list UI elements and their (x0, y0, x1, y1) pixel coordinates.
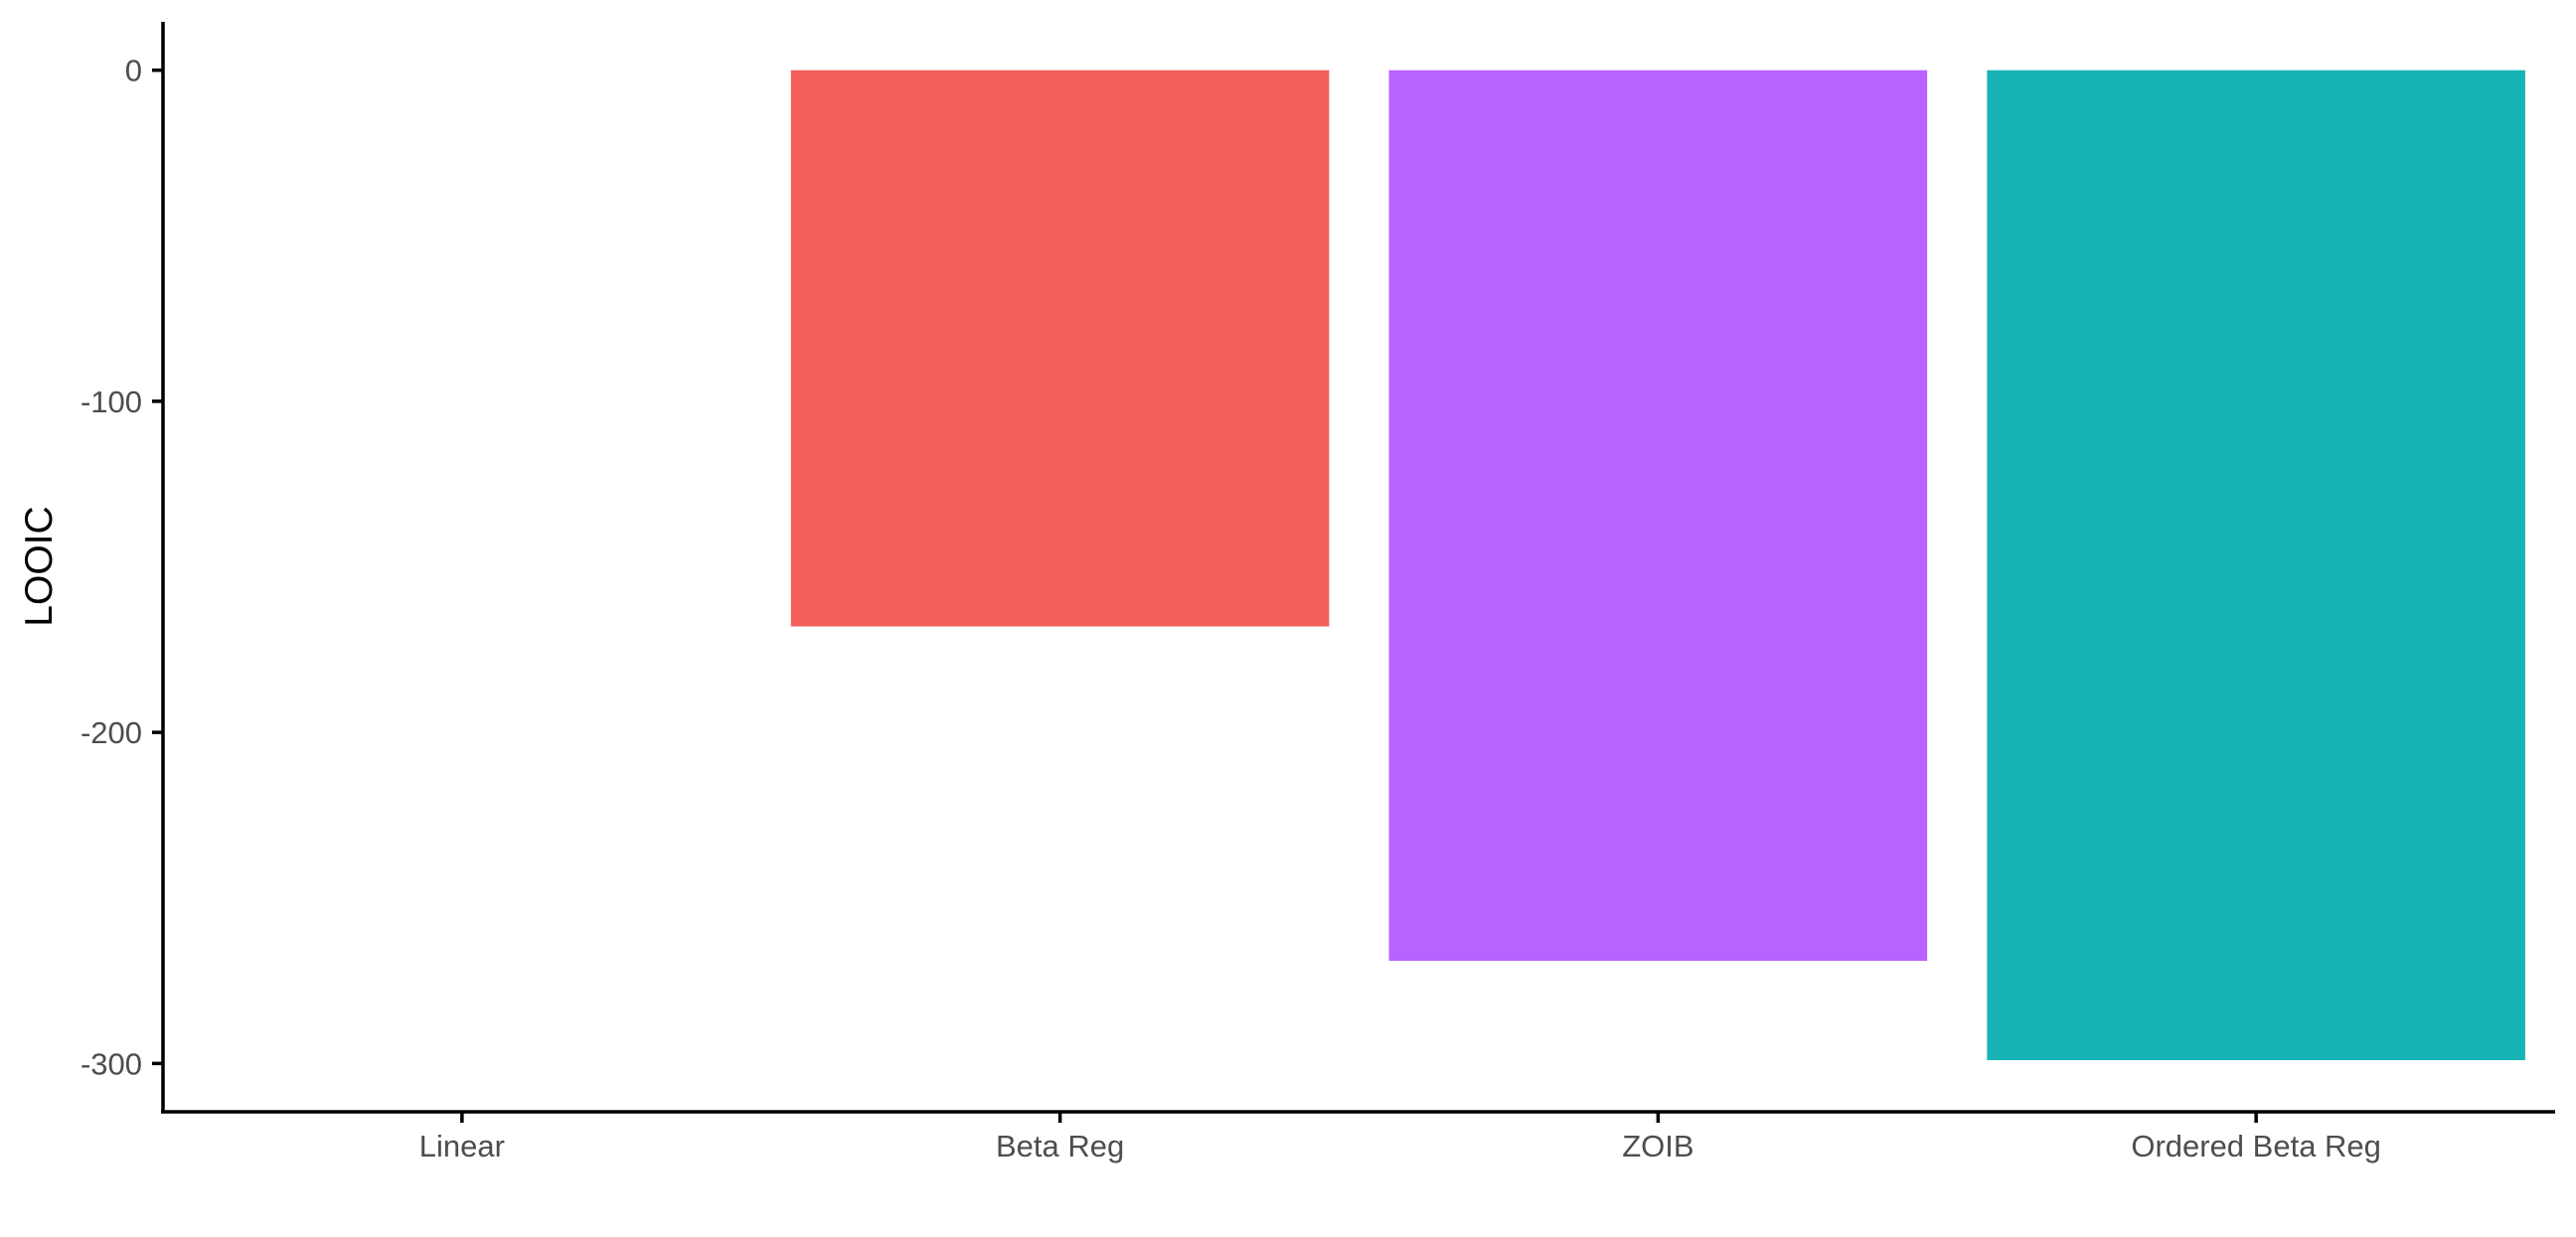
bars-group (790, 70, 2525, 1061)
x-axis-ticks: Linear Beta Reg ZOIB Ordered Beta Reg (419, 1112, 2381, 1163)
x-tick-label: ZOIB (1622, 1129, 1693, 1163)
bar-beta-reg (790, 70, 1330, 627)
x-tick-label: Linear (419, 1129, 505, 1163)
y-tick-label: -200 (80, 715, 142, 750)
x-tick-label: Ordered Beta Reg (2131, 1129, 2381, 1163)
y-tick-label: -100 (80, 385, 142, 419)
bar-zoib (1388, 70, 1928, 962)
y-tick-label: 0 (125, 54, 142, 88)
x-tick-label: Beta Reg (996, 1129, 1124, 1163)
bar-ordered-beta-reg (1987, 70, 2525, 1061)
y-tick-label: -300 (80, 1046, 142, 1081)
y-axis-ticks: 0 -100 -200 -300 (80, 54, 163, 1081)
y-axis-title: LOOIC (18, 506, 61, 626)
